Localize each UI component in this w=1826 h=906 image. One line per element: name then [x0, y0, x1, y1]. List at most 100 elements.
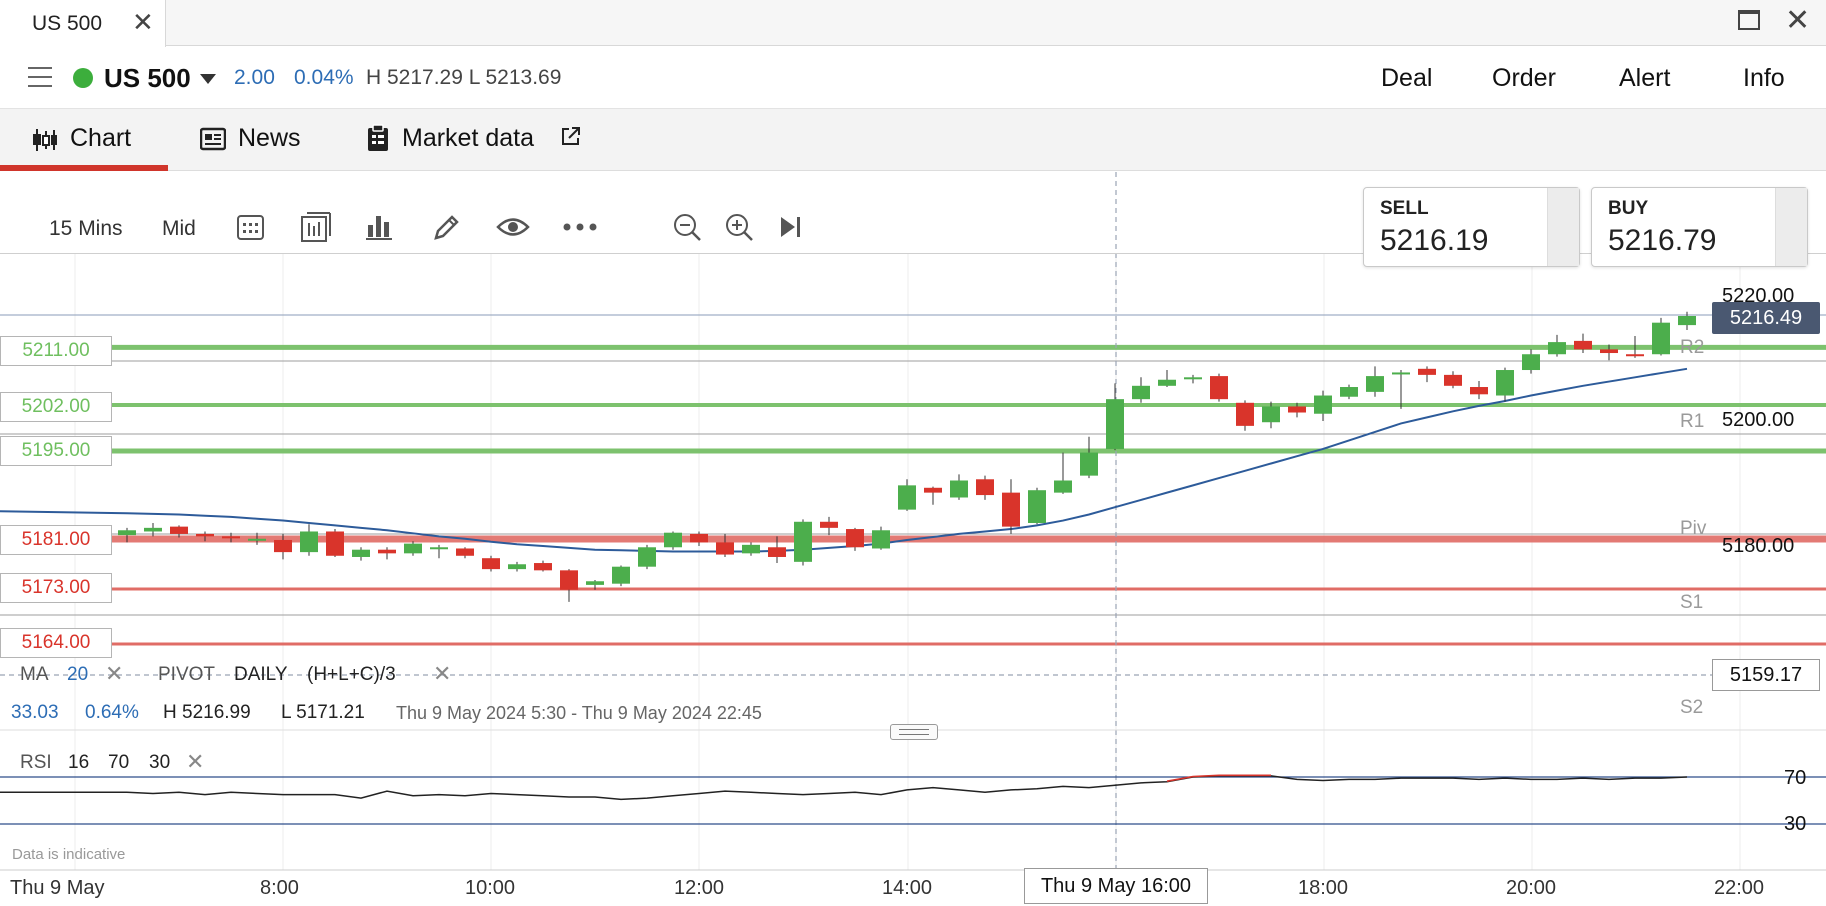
x-tick-label: 8:00	[260, 877, 299, 899]
visibility-eye-icon[interactable]	[496, 216, 530, 238]
high-low: H 5217.29 L 5213.69	[366, 66, 562, 89]
buy-label: BUY	[1608, 198, 1649, 219]
tab-chart[interactable]: Chart	[0, 109, 168, 171]
pivot-name-r2: R2	[1680, 337, 1705, 358]
pivot-r2-label: 5211.00	[0, 336, 112, 366]
candle-body	[690, 533, 708, 543]
calendar-icon[interactable]	[236, 212, 266, 242]
pivot-name-r1: R1	[1680, 411, 1705, 432]
price-change-percent: 0.04%	[294, 66, 354, 89]
tab-market-data[interactable]: Market data	[362, 109, 592, 171]
candle-body	[1054, 480, 1072, 493]
tab-close-icon[interactable]: ✕	[132, 7, 154, 37]
sell-quote-button[interactable]: SELL 5216.19	[1363, 187, 1580, 267]
rsi-legend-lower: 30	[149, 752, 171, 773]
last-price-marker: 5216.49	[1712, 302, 1820, 334]
candle-body	[820, 521, 838, 528]
x-tick-label: 14:00	[882, 877, 933, 899]
instrument-tab[interactable]: US 500 ✕	[0, 0, 166, 47]
pivot-legend-label: PIVOT	[158, 664, 216, 685]
external-link-icon[interactable]	[560, 125, 582, 147]
more-icon[interactable]	[562, 222, 598, 232]
x-tick-label: 22:00	[1714, 877, 1765, 899]
rsi-legend-label: RSI	[20, 752, 52, 773]
candle-body	[222, 536, 240, 539]
candle-body	[742, 544, 760, 554]
candle-body	[196, 533, 214, 537]
summary-range: Thu 9 May 2024 5:30 - Thu 9 May 2024 22:…	[396, 703, 762, 723]
candle-body	[1574, 340, 1592, 350]
price-type-select[interactable]: Mid	[162, 217, 196, 240]
crosshair-price-marker: 5159.17	[1712, 659, 1820, 691]
clipboard-icon	[368, 124, 388, 151]
instrument-bar: US 500 2.00 0.04% H 5217.29 L 5213.69 De…	[0, 47, 1826, 109]
candle-body	[1028, 490, 1046, 523]
chart-toolbar: 15 Mins Mid	[0, 172, 1826, 254]
candle-body	[430, 547, 448, 550]
zoom-out-icon[interactable]	[672, 212, 704, 244]
candle-body	[1262, 406, 1280, 423]
interval-select[interactable]: 15 Mins	[49, 217, 123, 240]
candle-body	[612, 566, 630, 584]
candle-body	[638, 547, 656, 567]
chevron-down-icon[interactable]	[200, 74, 216, 84]
draw-pencil-icon[interactable]	[432, 212, 462, 242]
x-tick-label: 20:00	[1506, 877, 1557, 899]
alert-button[interactable]: Alert	[1619, 64, 1671, 92]
rsi-overbought-segment	[1166, 774, 1271, 782]
pivot-name-s2: S2	[1680, 697, 1704, 718]
info-button[interactable]: Info	[1743, 64, 1785, 92]
window-close-icon[interactable]: ✕	[1785, 4, 1811, 37]
jump-to-latest-icon[interactable]	[778, 214, 804, 240]
hamburger-menu-icon[interactable]	[28, 67, 52, 87]
chart-type-icon[interactable]	[300, 211, 332, 243]
x-tick-label: 10:00	[465, 877, 516, 899]
maximize-icon[interactable]	[1738, 10, 1760, 30]
pivot-name-s1: S1	[1680, 592, 1704, 613]
ma-remove-icon[interactable]: ✕	[105, 661, 124, 686]
nav-tabs: Chart News Market data	[0, 109, 1826, 171]
candle-body	[248, 538, 266, 541]
candle-body	[1132, 385, 1150, 400]
zoom-in-icon[interactable]	[724, 212, 756, 244]
candle-body	[404, 543, 422, 554]
candle-body	[794, 521, 812, 562]
deal-button[interactable]: Deal	[1381, 64, 1433, 92]
instrument-name[interactable]: US 500	[104, 63, 191, 93]
candle-body	[1392, 372, 1410, 375]
tab-title: US 500	[32, 12, 103, 35]
y-tick-label: 5180.00	[1722, 535, 1795, 557]
candle-body	[274, 539, 292, 553]
candle-body	[1548, 342, 1566, 355]
candle-body	[144, 527, 162, 532]
pivot-s2-label: 5164.00	[0, 628, 112, 658]
candle-body	[1184, 377, 1202, 380]
pivot-remove-icon[interactable]: ✕	[433, 661, 452, 686]
candle-body	[586, 581, 604, 585]
summary-change-percent: 0.64%	[85, 702, 139, 723]
candle-body	[924, 487, 942, 493]
candle-body	[508, 564, 526, 570]
rsi-legend-period: 16	[68, 752, 90, 773]
indicators-icon[interactable]	[366, 213, 394, 241]
candle-body	[716, 542, 734, 555]
candle-body	[1288, 406, 1306, 413]
data-indicative-note: Data is indicative	[12, 846, 126, 863]
candle-body	[1626, 354, 1644, 357]
order-button[interactable]: Order	[1492, 64, 1556, 92]
x-tick-label: Thu 9 May	[10, 877, 105, 899]
panel-resize-handle[interactable]	[890, 724, 938, 740]
tab-news[interactable]: News	[196, 109, 326, 171]
candle-body	[1236, 402, 1254, 426]
candle-body	[1314, 395, 1332, 414]
candle-body	[1080, 452, 1098, 476]
ma-line	[0, 367, 1688, 553]
candle-body	[534, 563, 552, 571]
candle-body	[1522, 354, 1540, 371]
rsi-remove-icon[interactable]: ✕	[186, 749, 205, 774]
buy-quote-button[interactable]: BUY 5216.79	[1591, 187, 1808, 267]
candle-body	[456, 548, 474, 556]
candle-body	[1158, 379, 1176, 386]
tab-news-label: News	[238, 124, 301, 152]
